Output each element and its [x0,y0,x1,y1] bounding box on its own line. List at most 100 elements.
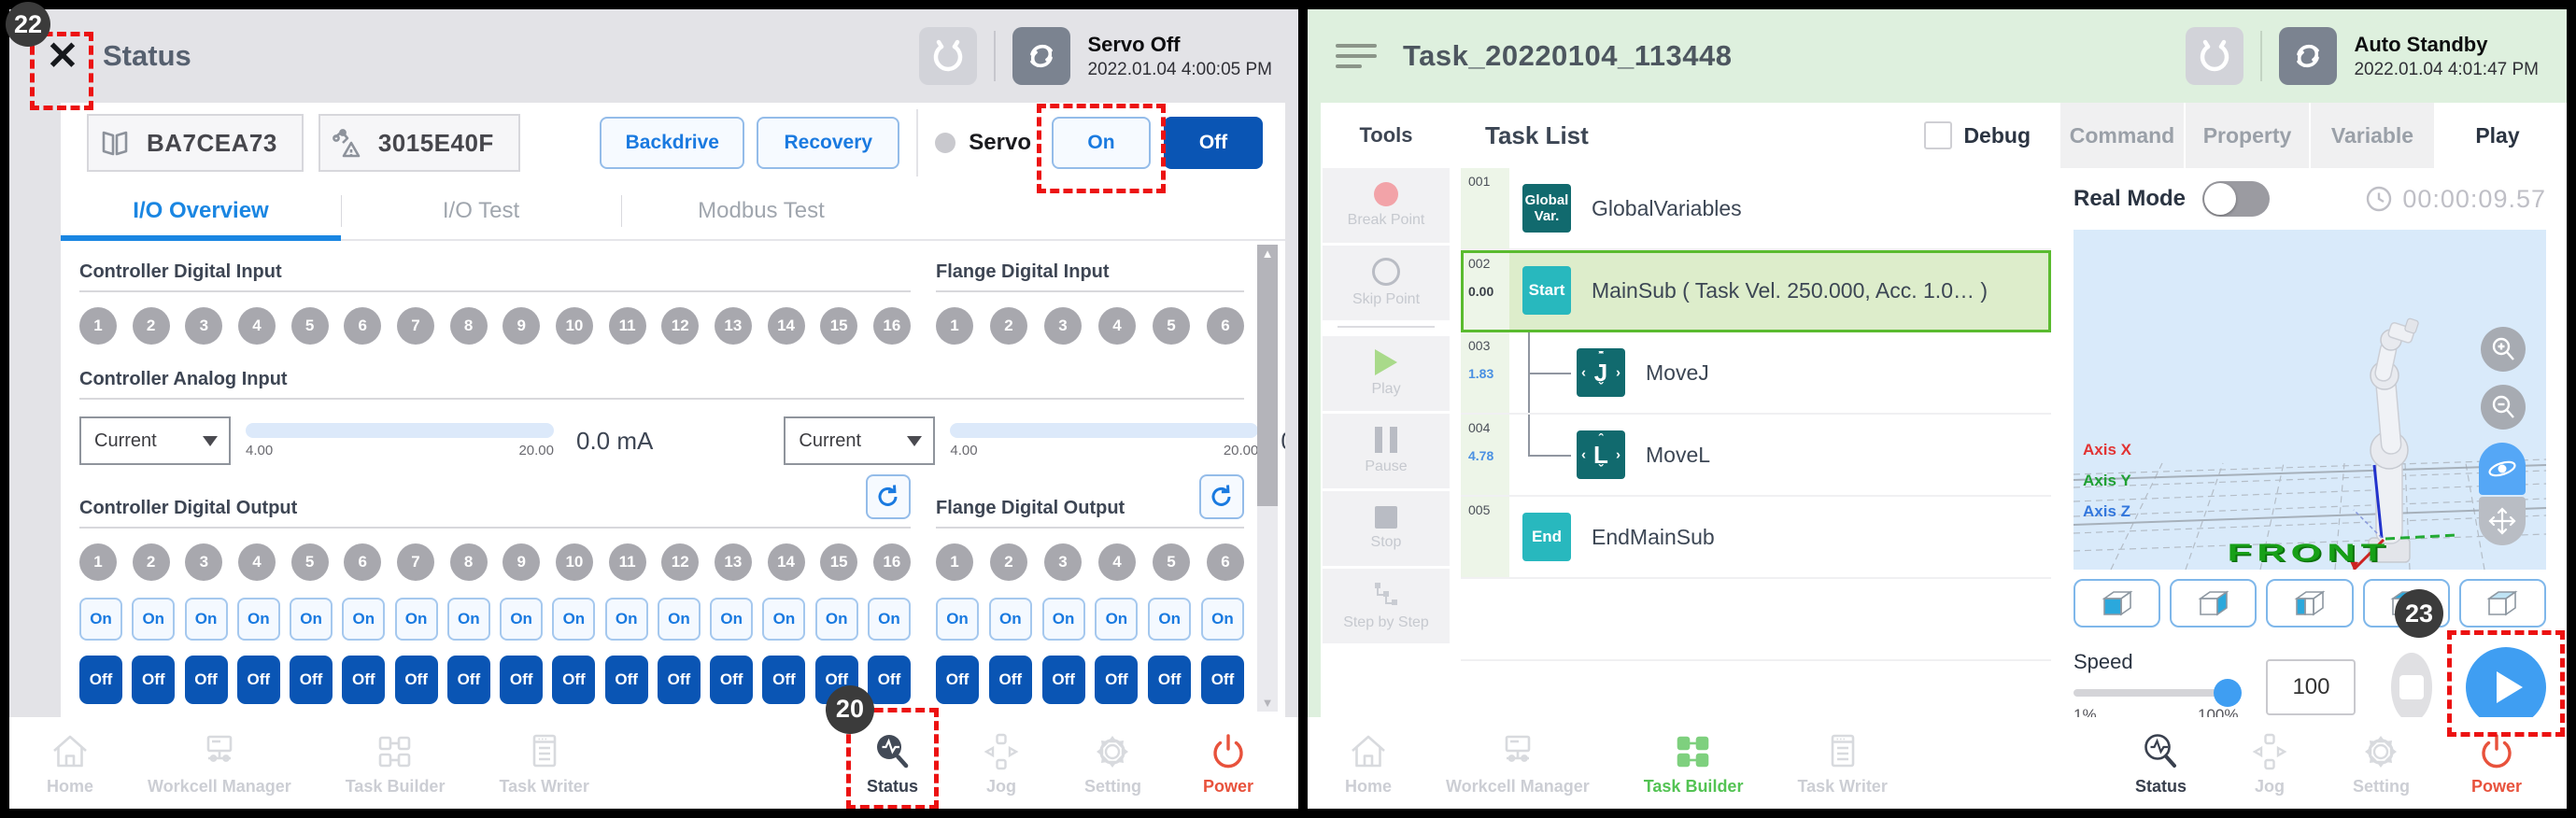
output-off-button[interactable]: Off [1095,656,1139,704]
output-on-button[interactable]: On [394,598,438,641]
zoom-in-button[interactable] [2481,327,2526,372]
output-on-button[interactable]: On [657,598,701,641]
output-off-button[interactable]: Off [657,656,701,704]
nav-status[interactable]: Status 20 [825,684,939,809]
task-row-endmainsub[interactable]: 005 End EndMainSub [1461,497,2051,579]
tool-stop[interactable]: Stop [1323,491,1450,566]
gripper-release-button[interactable] [2186,27,2244,85]
output-on-button[interactable]: On [988,598,1032,641]
output-off-button[interactable]: Off [1148,656,1192,704]
output-off-button[interactable]: Off [710,656,754,704]
nav-jog[interactable]: Jog [980,730,1023,797]
tab-io-overview[interactable]: I/O Overview [61,183,341,241]
output-on-button[interactable]: On [1041,598,1085,641]
pan-view-button[interactable] [2479,497,2526,545]
output-off-button[interactable]: Off [604,656,648,704]
output-off-button[interactable]: Off [290,656,333,704]
output-on-button[interactable]: On [814,598,858,641]
output-off-button[interactable]: Off [500,656,544,704]
output-on-button[interactable]: On [1200,598,1244,641]
nav-task-builder[interactable]: Task Builder [346,730,445,797]
analog-type-select-2[interactable]: Current [784,416,936,465]
output-on-button[interactable]: On [936,598,979,641]
tab-play[interactable]: Play [2434,103,2559,168]
nav-power[interactable]: Power [2471,730,2522,797]
tool-break-point[interactable]: Break Point [1323,168,1450,243]
speed-slider-knob[interactable] [2214,679,2243,707]
nav-setting[interactable]: Setting [1084,730,1141,797]
rotate-view-button[interactable] [2479,443,2526,495]
debug-checkbox[interactable] [1924,121,1953,149]
nav-task-writer[interactable]: Task Writer [1797,730,1888,797]
output-on-button[interactable]: On [1095,598,1139,641]
task-row-mainsub[interactable]: 002 0.00 Start MainSub ( Task Vel. 250.0… [1461,250,2051,332]
output-on-button[interactable]: On [762,598,806,641]
output-off-button[interactable]: Off [1041,656,1085,704]
output-on-button[interactable]: On [342,598,386,641]
menu-icon[interactable] [1336,44,1379,68]
output-on-button[interactable]: On [710,598,754,641]
output-off-button[interactable]: Off [762,656,806,704]
robot-state-button[interactable] [1012,27,1071,85]
output-off-button[interactable]: Off [552,656,596,704]
nav-workcell-manager[interactable]: Workcell Manager [148,730,291,797]
real-mode-toggle[interactable] [2202,181,2271,217]
output-on-button[interactable]: On [236,598,280,641]
task-row-global-variables[interactable]: 001 Global Var. GlobalVariables [1461,168,2051,250]
tool-play[interactable]: Play [1323,336,1450,411]
scrollbar-thumb[interactable]: ▲ [1257,245,1278,506]
refresh-cdo-button[interactable] [866,474,911,519]
simulator-3d-view[interactable]: Axis X Axis Y Axis Z FRONT [2074,230,2546,570]
backdrive-button[interactable]: Backdrive [600,117,745,169]
speed-slider[interactable] [2074,679,2243,707]
tool-skip-point[interactable]: Skip Point [1323,246,1450,320]
tool-step-by-step[interactable]: Step by Step [1323,569,1450,643]
output-off-button[interactable]: Off [236,656,280,704]
servo-off-button[interactable]: Off [1164,117,1263,169]
output-on-button[interactable]: On [867,598,911,641]
output-off-button[interactable]: Off [342,656,386,704]
nav-home[interactable]: Home [1345,730,1392,797]
task-row-movel[interactable]: 004 4.78 L ˆ ˇ ‹ › MoveL [1461,415,2051,497]
output-on-button[interactable]: On [604,598,648,641]
nav-jog[interactable]: Jog [2248,730,2291,797]
tab-io-test[interactable]: I/O Test [341,183,621,239]
zoom-out-button[interactable] [2481,385,2526,430]
output-on-button[interactable]: On [184,598,228,641]
cube-view-button-front[interactable] [2074,579,2161,628]
output-on-button[interactable]: On [132,598,176,641]
scrollbar-down-arrow[interactable]: ▼ [1261,696,1274,710]
tab-variable[interactable]: Variable [2309,103,2434,168]
speed-value-input[interactable] [2266,659,2357,715]
cube-view-button-back[interactable] [2458,579,2547,628]
refresh-fdo-button[interactable] [1199,474,1244,519]
nav-setting[interactable]: Setting [2353,730,2410,797]
output-off-button[interactable]: Off [988,656,1032,704]
output-on-button[interactable]: On [290,598,333,641]
robot-state-button[interactable] [2279,27,2338,85]
output-off-button[interactable]: Off [394,656,438,704]
tab-command[interactable]: Command [2060,103,2184,168]
nav-status[interactable]: Status [2135,730,2187,797]
output-off-button[interactable]: Off [132,656,176,704]
analog-type-select-1[interactable]: Current [79,416,231,465]
output-off-button[interactable]: Off [1200,656,1244,704]
tool-pause[interactable]: Pause [1323,414,1450,488]
vertical-scrollbar[interactable]: ▲ ▼ [1257,245,1278,712]
output-on-button[interactable]: On [1148,598,1192,641]
cube-view-button-right[interactable] [2170,579,2258,628]
tab-property[interactable]: Property [2184,103,2309,168]
output-off-button[interactable]: Off [184,656,228,704]
nav-power[interactable]: Power [1203,730,1253,797]
sim-play-button[interactable] [2466,647,2546,727]
output-off-button[interactable]: Off [446,656,490,704]
output-off-button[interactable]: Off [936,656,979,704]
nav-workcell-manager[interactable]: Workcell Manager [1446,730,1590,797]
servo-on-button[interactable]: On [1052,117,1151,169]
output-off-button[interactable]: Off [867,656,911,704]
output-off-button[interactable]: Off [79,656,122,704]
cube-view-button-left[interactable] [2266,579,2354,628]
recovery-button[interactable]: Recovery [757,117,900,169]
close-icon[interactable]: ✕ [46,34,79,78]
nav-task-builder[interactable]: Task Builder [1644,730,1743,797]
